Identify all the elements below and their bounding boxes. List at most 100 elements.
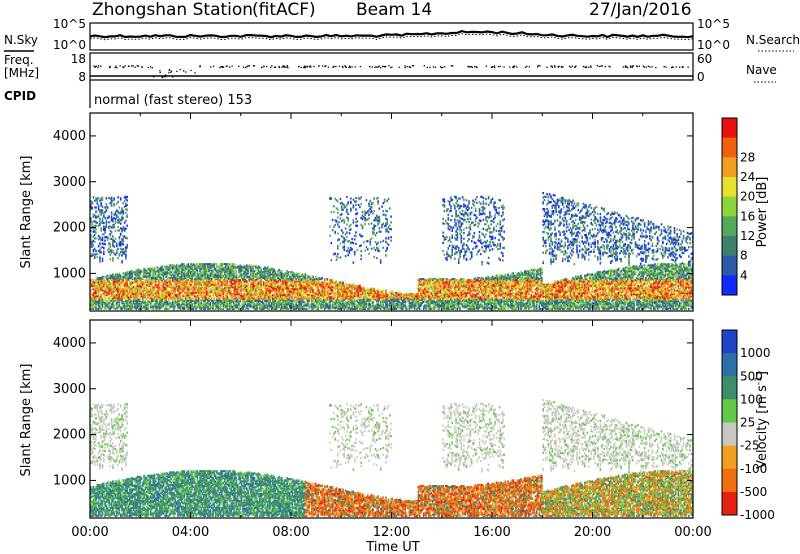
nsky-panel: 10^5 10^0 10^5 10^0 N.Sky N.Search bbox=[4, 17, 800, 52]
power-cell bbox=[182, 264, 184, 267]
power-cell bbox=[96, 252, 99, 255]
power-cell bbox=[208, 274, 210, 277]
power-cell bbox=[149, 297, 152, 300]
power-cell bbox=[90, 200, 92, 203]
power-cell bbox=[105, 225, 108, 229]
nave-point bbox=[554, 66, 556, 68]
power-cell bbox=[255, 289, 257, 292]
power-cell bbox=[257, 282, 260, 285]
power-cell bbox=[90, 296, 92, 299]
power-cell bbox=[119, 306, 122, 309]
power-cell bbox=[229, 300, 231, 304]
power-cell bbox=[175, 295, 178, 298]
power-cell bbox=[91, 206, 93, 209]
nave-point bbox=[590, 65, 592, 67]
power-cell bbox=[110, 218, 113, 221]
power-cell bbox=[158, 306, 161, 309]
nave-point bbox=[604, 66, 606, 68]
power-cell bbox=[217, 268, 219, 271]
power-cell bbox=[264, 272, 266, 275]
power-cell bbox=[248, 288, 251, 291]
power-cell bbox=[212, 307, 214, 310]
nave-point bbox=[304, 65, 306, 67]
power-cell bbox=[343, 219, 346, 222]
power-cell bbox=[226, 270, 229, 273]
power-cell bbox=[225, 270, 227, 273]
power-cell bbox=[213, 263, 216, 266]
power-cell bbox=[132, 300, 135, 304]
power-cell bbox=[118, 220, 121, 223]
power-cell bbox=[117, 299, 119, 302]
nave-point bbox=[499, 65, 501, 68]
power-cell bbox=[121, 281, 123, 284]
power-cell bbox=[179, 307, 182, 310]
power-cell bbox=[125, 254, 127, 257]
power-cell bbox=[264, 278, 266, 281]
nave-point bbox=[252, 65, 255, 67]
power-cell bbox=[256, 307, 258, 310]
power-cell bbox=[177, 264, 179, 267]
power-cell bbox=[201, 271, 204, 274]
power-cell bbox=[249, 304, 252, 307]
power-cell bbox=[194, 287, 196, 290]
power-cell bbox=[256, 268, 258, 271]
power-cell bbox=[246, 280, 248, 283]
power-cell bbox=[93, 282, 96, 285]
power-cell bbox=[160, 306, 162, 309]
power-cell bbox=[122, 276, 125, 280]
power-cell bbox=[249, 291, 252, 294]
power-cell bbox=[91, 223, 93, 226]
power-cell bbox=[188, 306, 191, 309]
power-cell bbox=[100, 246, 102, 249]
power-cell bbox=[235, 297, 238, 300]
power-cell bbox=[184, 280, 187, 283]
power-cell bbox=[251, 291, 253, 294]
nave-point bbox=[377, 66, 379, 68]
power-cell bbox=[95, 299, 97, 302]
power-cell bbox=[210, 283, 213, 286]
power-cell bbox=[171, 304, 174, 307]
power-cell bbox=[230, 290, 232, 293]
power-cell bbox=[259, 289, 261, 292]
power-cell bbox=[121, 228, 123, 231]
power-cell bbox=[90, 304, 92, 307]
nave-point bbox=[170, 70, 173, 72]
mode-label: (fitACF) bbox=[252, 0, 316, 20]
power-cell bbox=[218, 303, 221, 306]
power-cell bbox=[197, 302, 200, 305]
power-cell bbox=[139, 283, 141, 286]
power-cell bbox=[223, 287, 226, 290]
power-cell bbox=[108, 307, 110, 310]
power-cell bbox=[125, 294, 127, 297]
power-cell bbox=[226, 274, 229, 277]
power-cell bbox=[223, 263, 226, 266]
power-cell bbox=[242, 307, 244, 310]
power-cell bbox=[218, 292, 221, 296]
power-cell bbox=[109, 282, 112, 285]
power-cell bbox=[233, 300, 235, 304]
power-cell bbox=[231, 282, 234, 285]
power-cell bbox=[123, 221, 126, 224]
power-cell bbox=[187, 272, 190, 275]
power-cell bbox=[108, 247, 110, 250]
power-cell bbox=[261, 299, 264, 302]
power-cell bbox=[126, 295, 128, 298]
power-cell bbox=[108, 242, 110, 246]
power-cell bbox=[112, 226, 114, 229]
power-cell bbox=[99, 284, 101, 288]
power-cell bbox=[113, 290, 115, 293]
nave-point bbox=[382, 65, 384, 68]
power-cell bbox=[173, 307, 175, 310]
power-cell bbox=[135, 282, 138, 285]
nave-point bbox=[298, 66, 300, 68]
power-cell bbox=[337, 256, 339, 259]
power-cell bbox=[95, 215, 97, 218]
nave-point bbox=[596, 65, 598, 67]
power-cell bbox=[119, 197, 122, 200]
power-cell bbox=[145, 302, 148, 305]
power-cell bbox=[156, 291, 158, 294]
power-cell bbox=[95, 197, 97, 200]
power-cell bbox=[122, 212, 125, 215]
power-cell bbox=[164, 295, 166, 298]
power-cell bbox=[149, 273, 152, 276]
